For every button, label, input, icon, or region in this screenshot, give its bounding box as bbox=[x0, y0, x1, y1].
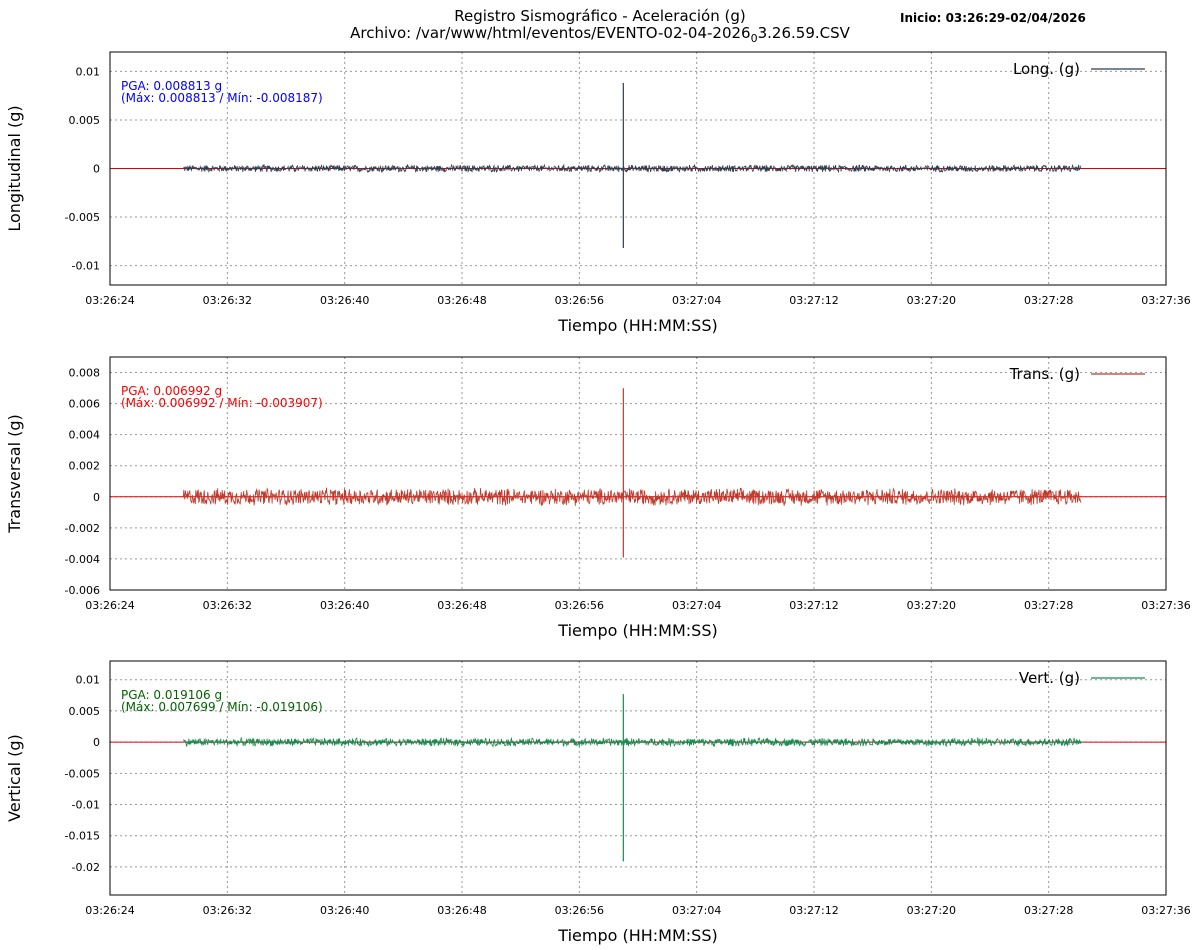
x-tick-label: 03:26:32 bbox=[203, 294, 252, 307]
x-axis-label: Tiempo (HH:MM:SS) bbox=[557, 316, 717, 335]
x-tick-label: 03:27:20 bbox=[907, 599, 956, 612]
y-tick-label: -0.01 bbox=[72, 260, 100, 273]
chart-panel-longitudinal: 03:26:24 03:26:32 03:26:40 03:26:48 03:26:56… bbox=[5, 51, 1191, 335]
y-tick-label: 0 bbox=[93, 736, 100, 749]
x-tick-label: 03:26:24 bbox=[85, 294, 134, 307]
x-tick-label: 03:26:24 bbox=[85, 599, 134, 612]
y-tick-label: -0.01 bbox=[72, 799, 100, 812]
y-tick-label: -0.002 bbox=[65, 522, 100, 535]
file-path-prefix: Archivo: /var/www/html/eventos/EVENTO-02… bbox=[350, 24, 751, 42]
legend-label: Trans. (g) bbox=[1009, 365, 1080, 383]
x-tick-label: 03:26:56 bbox=[555, 599, 604, 612]
file-path-label: Archivo: /var/www/html/eventos/EVENTO-02… bbox=[0, 24, 1200, 45]
x-tick-label: 03:27:12 bbox=[789, 294, 838, 307]
x-tick-label: 03:27:28 bbox=[1024, 904, 1073, 917]
signal-trace-vertical bbox=[182, 736, 1082, 748]
legend-label: Vert. (g) bbox=[1019, 669, 1080, 687]
x-tick-label: 03:26:48 bbox=[437, 294, 486, 307]
y-tick-label: 0.01 bbox=[76, 674, 101, 687]
y-tick-label: 0.01 bbox=[76, 65, 101, 78]
plot-frame bbox=[109, 356, 1167, 591]
x-tick-label: 03:26:32 bbox=[203, 599, 252, 612]
pga-annotation: PGA: 0.006992 g bbox=[121, 384, 222, 398]
max-min-annotation: (Máx: 0.008813 / Mín: -0.008187) bbox=[121, 91, 323, 105]
x-tick-label: 03:26:40 bbox=[320, 904, 369, 917]
chart-panel-vertical: 03:26:24 03:26:32 03:26:40 03:26:48 03:26:56… bbox=[5, 660, 1191, 945]
signal-trace-longitudinal bbox=[183, 163, 1082, 174]
y-tick-label: 0.008 bbox=[69, 367, 101, 380]
y-tick-label: 0.006 bbox=[69, 398, 101, 411]
x-tick-label: 03:26:56 bbox=[555, 294, 604, 307]
file-path-suffix: 3.26.59.CSV bbox=[757, 24, 850, 42]
x-tick-label: 03:27:28 bbox=[1024, 294, 1073, 307]
x-tick-label: 03:26:40 bbox=[320, 599, 369, 612]
file-path-subscript: 0 bbox=[750, 32, 758, 45]
x-tick-label: 03:26:48 bbox=[437, 904, 486, 917]
y-tick-label: 0.005 bbox=[69, 705, 101, 718]
x-tick-label: 03:27:20 bbox=[907, 294, 956, 307]
chart-title: Registro Sismográfico - Aceleración (g) bbox=[454, 7, 746, 25]
chart-panel-transversal: 03:26:24 03:26:32 03:26:40 03:26:48 03:26:56… bbox=[5, 356, 1191, 640]
y-axis-label: Vertical (g) bbox=[5, 734, 24, 822]
max-min-annotation: (Máx: 0.006992 / Mín: -0.003907) bbox=[121, 396, 323, 410]
x-axis-label: Tiempo (HH:MM:SS) bbox=[557, 621, 717, 640]
pga-annotation: PGA: 0.019106 g bbox=[121, 688, 222, 702]
pga-annotation: PGA: 0.008813 g bbox=[121, 79, 222, 93]
plot-frame bbox=[109, 660, 1167, 896]
y-axis-label: Longitudinal (g) bbox=[5, 105, 24, 231]
x-tick-label: 03:27:12 bbox=[789, 599, 838, 612]
x-tick-label: 03:26:48 bbox=[437, 599, 486, 612]
y-tick-label: 0.005 bbox=[69, 114, 101, 127]
y-axis-label: Transversal (g) bbox=[5, 414, 24, 533]
x-tick-label: 03:27:04 bbox=[672, 294, 721, 307]
x-tick-label: 03:27:36 bbox=[1141, 904, 1190, 917]
y-tick-label: -0.004 bbox=[65, 553, 100, 566]
signal-trace-transversal bbox=[182, 487, 1082, 506]
x-tick-label: 03:26:40 bbox=[320, 294, 369, 307]
x-tick-label: 03:27:36 bbox=[1141, 599, 1190, 612]
start-time-label: Inicio: 03:26:29-02/04/2026 bbox=[900, 11, 1086, 25]
y-tick-label: 0.004 bbox=[69, 429, 101, 442]
x-axis-label: Tiempo (HH:MM:SS) bbox=[557, 926, 717, 945]
y-tick-label: 0.002 bbox=[69, 460, 101, 473]
x-tick-label: 03:26:24 bbox=[85, 904, 134, 917]
legend-label: Long. (g) bbox=[1013, 60, 1080, 78]
x-tick-label: 03:27:04 bbox=[672, 599, 721, 612]
y-tick-label: -0.005 bbox=[65, 211, 100, 224]
plot-frame bbox=[109, 51, 1167, 286]
x-tick-label: 03:27:12 bbox=[789, 904, 838, 917]
x-tick-label: 03:26:32 bbox=[203, 904, 252, 917]
y-tick-label: -0.005 bbox=[65, 767, 100, 780]
y-tick-label: 0 bbox=[93, 163, 100, 176]
x-tick-label: 03:27:04 bbox=[672, 904, 721, 917]
x-tick-label: 03:27:28 bbox=[1024, 599, 1073, 612]
x-tick-label: 03:27:20 bbox=[907, 904, 956, 917]
x-tick-label: 03:27:36 bbox=[1141, 294, 1190, 307]
max-min-annotation: (Máx: 0.007699 / Mín: -0.019106) bbox=[121, 700, 323, 714]
y-tick-label: -0.015 bbox=[65, 830, 100, 843]
y-tick-label: 0 bbox=[93, 491, 100, 504]
y-tick-label: -0.006 bbox=[65, 584, 100, 597]
x-tick-label: 03:26:56 bbox=[555, 904, 604, 917]
y-tick-label: -0.02 bbox=[72, 861, 100, 874]
